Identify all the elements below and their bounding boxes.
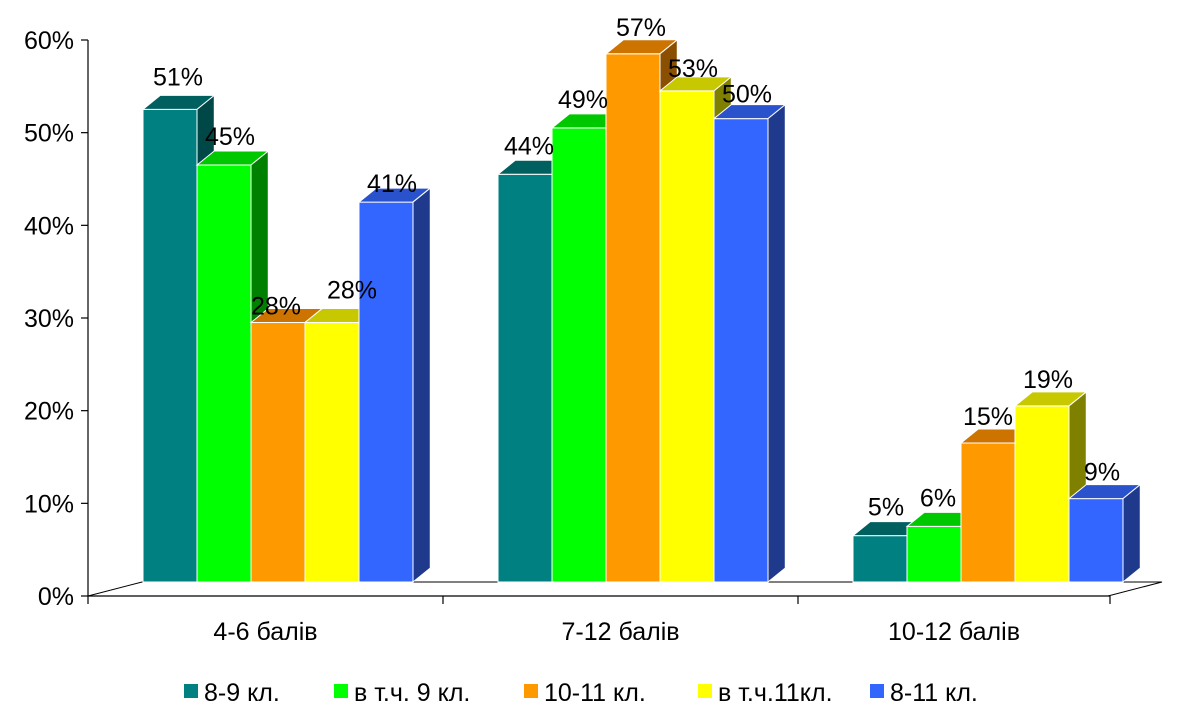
data-label-в-т-ч-9-кл-4-6-балів: 45% [205,123,255,151]
legend-item-в-т-ч-11кл: в т.ч.11кл. [698,679,833,707]
legend-label: в т.ч. 9 кл. [354,679,470,707]
legend-swatch [870,684,884,698]
y-tick-label: 50% [24,120,74,148]
legend-swatch [334,684,348,698]
data-label-в-т-ч-9-кл-7-12-балів: 49% [558,86,608,114]
legend-label: 8-9 кл. [204,679,280,707]
y-tick-label: 40% [24,212,74,240]
legend-item-8-9-кл: 8-9 кл. [184,679,280,707]
legend-item-8-11-кл: 8-11 кл. [870,679,978,707]
legend-swatch [184,684,198,698]
y-tick-label: 30% [24,305,74,333]
axes: 0% 10% 20% 30% 40% 50% 60% 4-6 балів 7-12 балів 1… [24,27,1111,646]
data-label-8-11-кл-4-6-балів: 41% [367,170,417,198]
legend-label: в т.ч.11кл. [718,679,833,707]
data-label-в-т-ч-11кл-4-6-балів: 28% [327,277,377,305]
bars [141,38,1142,584]
legend-item-в-т-ч-9-кл: в т.ч. 9 кл. [334,679,470,707]
legend-swatch [698,684,712,698]
bar-8-11-кл-4-6-балів [357,187,432,584]
y-tick-label: 0% [38,583,74,611]
legend-label: 8-11 кл. [890,679,978,707]
floor-plane [87,581,1163,597]
data-labels: 51% 44% 5% 45% 49% 6% 28% 57% 15% 28% 53% 19% 41% 50%… [153,14,1120,522]
data-label-8-9-кл-4-6-балів: 51% [153,63,203,91]
legend-label: 10-11 кл. [544,679,646,707]
data-label-10-11-кл-7-12-балів: 57% [616,14,666,42]
data-label-8-11-кл-7-12-балів: 50% [722,81,772,109]
data-label-в-т-ч-11кл-7-12-балів: 53% [668,55,718,83]
data-label-8-9-кл-10-12-балів: 5% [868,494,904,522]
data-label-в-т-ч-11кл-10-12-балів: 19% [1023,366,1073,394]
data-label-8-9-кл-7-12-балів: 44% [504,132,554,160]
chart-floor [87,581,1163,597]
legend-item-10-11-кл: 10-11 кл. [524,679,646,707]
y-tick-label: 60% [24,27,74,55]
bar-8-11-кл-10-12-балів [1067,483,1142,584]
data-label-8-11-кл-10-12-балів: 9% [1084,459,1120,487]
legend: 8-9 кл. в т.ч. 9 кл. 10-11 кл. в т.ч.11кл. 8… [184,679,978,707]
x-tick-label-10-12-балів: 10-12 балів [888,618,1020,646]
data-label-в-т-ч-9-кл-10-12-балів: 6% [920,484,956,512]
x-tick-label-7-12-балів: 7-12 балів [561,618,679,646]
y-tick-label: 20% [24,398,74,426]
y-tick-label: 10% [24,490,74,518]
legend-swatch [524,684,538,698]
x-tick-label-4-6-балів: 4-6 балів [213,618,317,646]
bar-8-11-кл-7-12-балів [712,103,787,584]
data-label-10-11-кл-10-12-балів: 15% [963,403,1013,431]
data-label-10-11-кл-4-6-балів: 28% [251,293,301,321]
